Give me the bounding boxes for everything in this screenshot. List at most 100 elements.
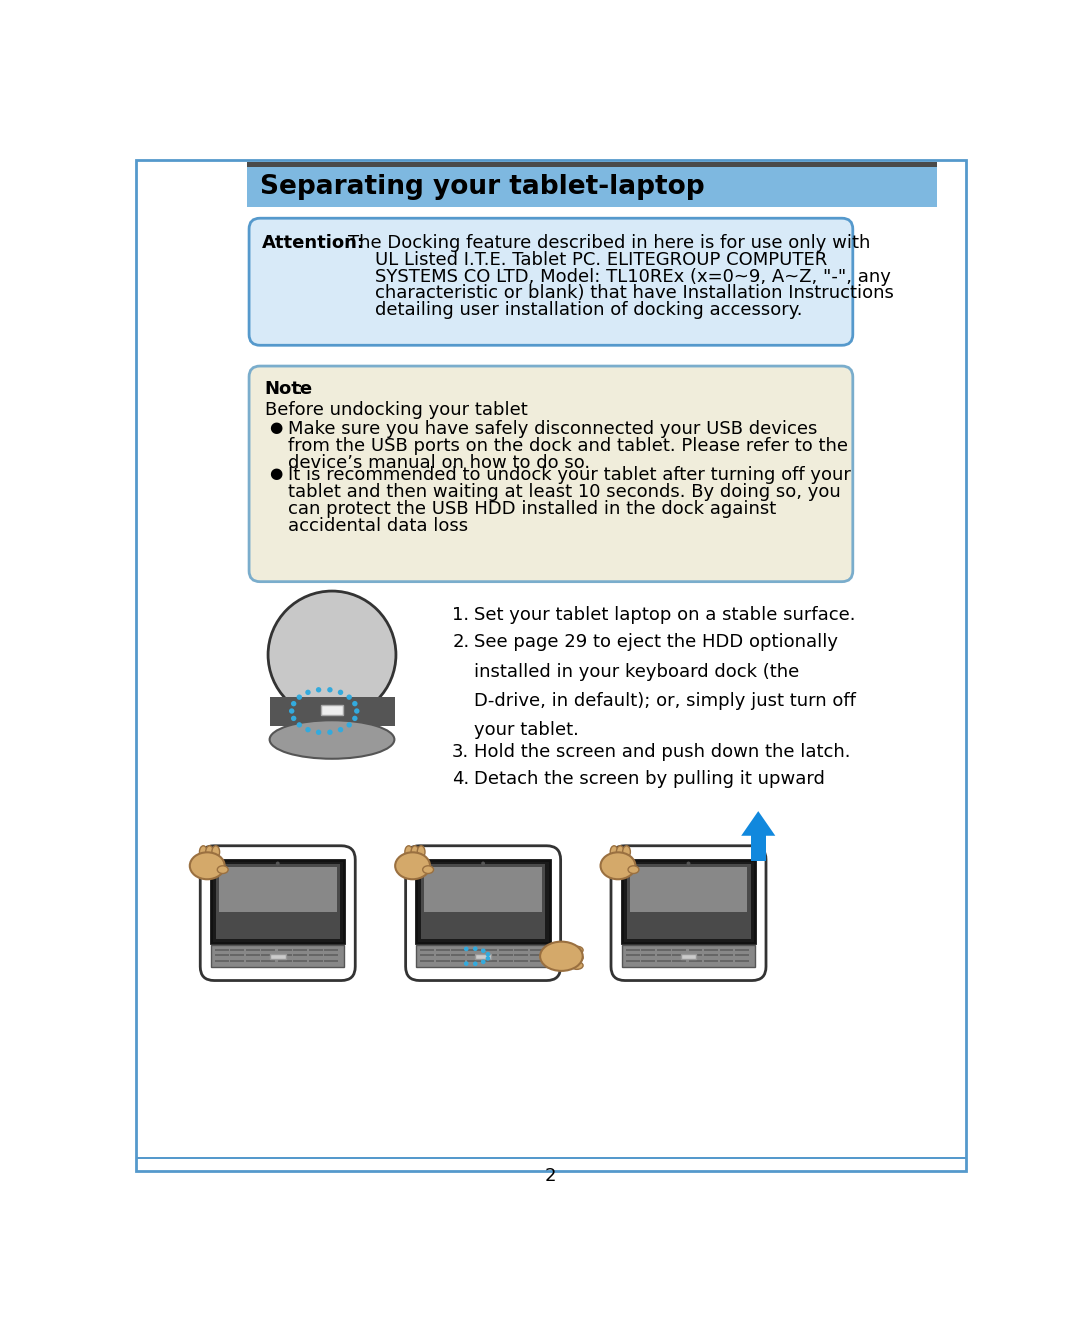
Bar (750, 834, 766, 861)
Bar (657, 960, 671, 962)
Bar (211, 945, 344, 967)
Circle shape (316, 730, 321, 735)
Bar (452, 949, 465, 950)
Bar (626, 960, 640, 962)
Circle shape (482, 862, 485, 866)
Polygon shape (741, 811, 775, 836)
Text: installed in your keyboard dock (the: installed in your keyboard dock (the (474, 663, 799, 680)
Bar (514, 960, 528, 962)
Bar (514, 949, 528, 950)
Circle shape (276, 862, 280, 866)
Ellipse shape (601, 853, 635, 879)
Text: 3.: 3. (453, 743, 470, 762)
Bar (216, 865, 340, 938)
Text: It is recommended to undock your tablet after turning off your: It is recommended to undock your tablet … (288, 467, 850, 484)
Bar (719, 949, 733, 950)
Bar (293, 960, 307, 962)
Bar (230, 954, 244, 957)
Text: :: : (297, 380, 303, 398)
Bar (499, 954, 513, 957)
Text: SYSTEMS CO LTD, Model: TL10REx (x=0~9, A~Z, "-", any: SYSTEMS CO LTD, Model: TL10REx (x=0~9, A… (374, 268, 890, 286)
Bar (499, 949, 513, 950)
Text: Hold the screen and push down the latch.: Hold the screen and push down the latch. (474, 743, 850, 762)
Bar (421, 865, 545, 938)
Text: Attention:: Attention: (262, 233, 366, 252)
Bar (246, 949, 260, 950)
Ellipse shape (212, 846, 219, 858)
Bar (270, 697, 395, 726)
Circle shape (338, 728, 343, 733)
Bar (688, 960, 702, 962)
Text: 2.: 2. (453, 633, 470, 651)
Bar (135, 1157, 966, 1159)
Bar (230, 960, 244, 962)
Text: can protect the USB HDD installed in the dock against: can protect the USB HDD installed in the… (288, 500, 776, 518)
Circle shape (464, 961, 469, 966)
Bar (261, 949, 275, 950)
Bar (277, 954, 291, 957)
Bar (657, 954, 671, 957)
Text: from the USB ports on the dock and tablet. Please refer to the: from the USB ports on the dock and table… (288, 436, 848, 455)
Text: 2: 2 (545, 1166, 556, 1185)
Text: Separating your tablet-laptop: Separating your tablet-laptop (260, 174, 704, 199)
Text: Note: Note (264, 380, 313, 398)
Bar (704, 949, 718, 950)
Bar (735, 954, 749, 957)
Bar (309, 954, 322, 957)
Bar (425, 867, 542, 912)
Circle shape (338, 689, 343, 695)
Bar (483, 960, 497, 962)
Text: Make sure you have safely disconnected your USB devices: Make sure you have safely disconnected y… (288, 420, 817, 438)
FancyBboxPatch shape (200, 846, 355, 981)
Ellipse shape (268, 590, 396, 718)
Text: The Docking feature described in here is for use only with: The Docking feature described in here is… (347, 233, 870, 252)
Bar (483, 954, 497, 957)
Ellipse shape (270, 720, 395, 759)
Bar (672, 949, 686, 950)
Ellipse shape (411, 846, 419, 858)
Ellipse shape (616, 846, 625, 858)
Bar (680, 954, 697, 958)
Bar (420, 960, 434, 962)
FancyBboxPatch shape (611, 846, 766, 981)
Bar (420, 949, 434, 950)
Text: characteristic or blank) that have Installation Instructions: characteristic or blank) that have Insta… (374, 285, 893, 302)
Bar (630, 867, 747, 912)
Bar (246, 954, 260, 957)
Bar (435, 960, 449, 962)
Text: Set your tablet laptop on a stable surface.: Set your tablet laptop on a stable surfa… (474, 606, 856, 625)
Circle shape (473, 961, 477, 966)
Bar (211, 859, 344, 944)
Bar (219, 867, 336, 912)
Text: ●: ● (269, 467, 283, 481)
Text: 4.: 4. (453, 770, 470, 788)
Circle shape (464, 946, 469, 952)
Text: device’s manual on how to do so.: device’s manual on how to do so. (288, 453, 590, 472)
Bar (626, 949, 640, 950)
FancyBboxPatch shape (249, 366, 852, 581)
Text: tablet and then waiting at least 10 seconds. By doing so, you: tablet and then waiting at least 10 seco… (288, 484, 841, 501)
Bar (621, 859, 755, 944)
Ellipse shape (622, 846, 630, 858)
Bar (467, 954, 481, 957)
Bar (688, 949, 702, 950)
Bar (672, 960, 686, 962)
Text: See page 29 to eject the HDD optionally: See page 29 to eject the HDD optionally (474, 633, 837, 651)
Bar (325, 954, 339, 957)
Bar (672, 954, 686, 957)
Ellipse shape (405, 846, 413, 858)
Bar (215, 949, 229, 950)
Bar (704, 954, 718, 957)
Bar (530, 960, 544, 962)
Bar (293, 954, 307, 957)
Bar (627, 865, 750, 938)
Circle shape (297, 722, 302, 728)
Bar (325, 960, 339, 962)
Circle shape (305, 728, 311, 733)
Bar (641, 960, 655, 962)
Bar (420, 954, 434, 957)
Circle shape (353, 716, 358, 721)
Circle shape (291, 701, 297, 706)
Bar (704, 960, 718, 962)
Bar (475, 954, 491, 958)
